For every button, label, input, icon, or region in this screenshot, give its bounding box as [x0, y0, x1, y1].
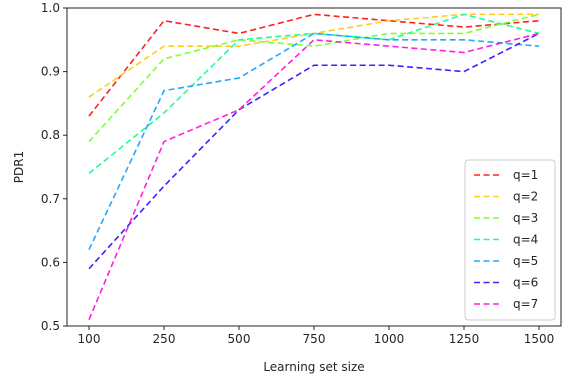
legend-label-5: q=5: [513, 254, 538, 268]
x-tick-label-1: 100: [78, 332, 101, 346]
x-tick-label-4: 750: [303, 332, 326, 346]
legend: q=1 q=2 q=3 q=4 q=5 q=6 q=7: [464, 159, 556, 321]
x-tick-label-5: 1000: [374, 332, 405, 346]
axes-layer: 0.5 0.6 0.7 0.8 0.9 1.0 100 250 500 750 1000 1250 15…: [41, 1, 562, 346]
y-tick-label-4: 0.8: [41, 128, 60, 142]
y-axis-label: PDR1: [12, 151, 26, 183]
y-tick-label-1: 0.5: [41, 319, 60, 333]
x-tick-label-3: 500: [228, 332, 251, 346]
y-tick-label-5: 0.9: [41, 65, 60, 79]
series-line-5: [88, 32, 540, 251]
series-line-4: [88, 13, 540, 174]
series-line-6: [88, 32, 540, 270]
y-tick-label-2: 0.6: [41, 255, 60, 269]
legend-label-1: q=1: [513, 168, 538, 182]
series-layer: [88, 13, 540, 320]
legend-label-3: q=3: [513, 211, 538, 225]
y-tick-label-6: 1.0: [41, 1, 60, 15]
x-tick-label-2: 250: [153, 332, 176, 346]
legend-label-2: q=2: [513, 190, 538, 204]
x-axis-label: Learning set size: [263, 360, 364, 374]
legend-box: [464, 159, 556, 321]
legend-label-7: q=7: [513, 297, 538, 311]
legend-label-6: q=6: [513, 276, 538, 290]
series-line-7: [88, 32, 540, 320]
legend-label-4: q=4: [513, 233, 538, 247]
x-tick-label-7: 1500: [524, 332, 555, 346]
y-tick-label-3: 0.7: [41, 192, 60, 206]
x-tick-label-6: 1250: [449, 332, 480, 346]
